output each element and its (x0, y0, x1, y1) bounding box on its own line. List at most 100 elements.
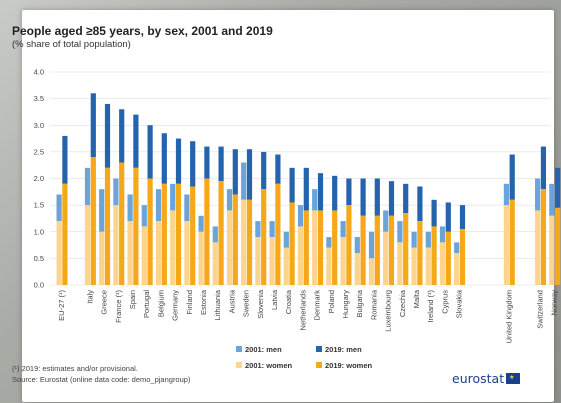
bar-2001-men (439, 226, 446, 243)
logo-text: eurostat (452, 371, 505, 386)
bar-2019-women (555, 207, 561, 285)
bar-2019-women (90, 157, 96, 285)
bar-2001-men (226, 189, 233, 211)
bar-2001-women (503, 205, 509, 285)
bar-2001-men (198, 215, 204, 232)
bar-2001-women (141, 226, 147, 285)
y-tick-label: 3.5 (34, 94, 44, 103)
x-category-label: Greece (100, 290, 109, 315)
x-category-label: Ireland (¹) (426, 290, 435, 323)
bar-2019-women (303, 210, 309, 285)
bar-2001-women (127, 221, 133, 285)
bar-2001-women (113, 205, 119, 285)
legend-label: 2019: men (325, 345, 362, 354)
bar-2019-women (232, 194, 238, 285)
bar-2001-men (141, 205, 147, 227)
x-category-label: Hungary (341, 290, 350, 319)
x-category-label: Switzerland (536, 290, 545, 329)
x-category-label: Spain (128, 290, 137, 309)
bar-2001-women (297, 226, 304, 285)
bar-2001-women (354, 253, 360, 285)
bar-2019-women (275, 183, 281, 285)
bar-2019-men (175, 138, 182, 184)
bar-2001-men (283, 231, 289, 248)
bar-2001-men (241, 162, 247, 200)
bar-2019-men (509, 154, 515, 200)
bar-2019-men (90, 93, 96, 158)
legend-label: 2001: women (245, 361, 293, 370)
bar-2019-men (403, 183, 409, 214)
y-tick-label: 1.0 (34, 227, 44, 236)
bar-2001-women (170, 210, 176, 285)
bar-2001-women (312, 210, 318, 285)
legend-swatch (316, 362, 322, 368)
bar-2001-men (383, 210, 389, 232)
eurostat-logo: eurostat ★ (452, 371, 521, 386)
bar-2001-women (212, 242, 218, 285)
bar-2019-women (509, 199, 515, 285)
bar-2019-women (417, 221, 423, 285)
bar-2019-men (232, 149, 238, 195)
x-category-label: Italy (85, 290, 94, 304)
bar-2001-women (411, 247, 417, 285)
eu-flag-icon: ★ (506, 373, 521, 384)
bar-2001-men (411, 231, 417, 248)
bar-2001-women (425, 247, 431, 285)
bar-2001-women (269, 237, 275, 285)
bar-2019-women (540, 189, 547, 285)
bar-2019-women (104, 167, 111, 285)
legend-swatch (236, 346, 242, 352)
y-tick-label: 3.0 (34, 121, 44, 130)
chart-title: People aged ≥85 years, by sex, 2001 and … (12, 24, 273, 38)
bar-2001-men (425, 231, 431, 248)
legend-label: 2019: women (325, 361, 373, 370)
bar-2019-men (147, 125, 153, 179)
bar-2019-women (388, 215, 395, 285)
bar-2001-men (397, 221, 403, 243)
bar-2001-men (503, 183, 509, 206)
bar-2019-men (360, 178, 366, 216)
bar-2019-men (261, 151, 267, 190)
bar-2001-men (170, 183, 176, 211)
bar-2019-women (332, 210, 338, 285)
x-category-label: Czechia (398, 289, 407, 317)
x-category-label: EU-27 (¹) (57, 290, 66, 321)
x-category-label: Malta (412, 289, 421, 308)
bar-2001-women (549, 215, 555, 285)
bar-2001-women (255, 237, 261, 285)
bar-2001-men (340, 221, 346, 238)
legend-label: 2001: men (245, 345, 282, 354)
x-category-label: Finland (185, 290, 194, 315)
bar-2001-men (454, 242, 460, 254)
bar-2019-men (133, 114, 139, 168)
bar-2001-women (326, 247, 332, 285)
bar-2019-women (246, 199, 253, 285)
bar-2019-men (218, 146, 224, 182)
bar-2019-men (204, 146, 210, 179)
chart-source: Source: Eurostat (online data code: demo… (12, 375, 191, 384)
bar-2019-men (62, 135, 68, 184)
x-category-label: Lithuania (213, 289, 222, 320)
bar-2019-women (204, 178, 210, 285)
bar-2001-women (368, 258, 375, 285)
bar-2001-women (184, 221, 190, 285)
bar-2019-women (459, 229, 466, 285)
bar-2001-women (454, 253, 460, 285)
bar-2001-women (340, 237, 346, 285)
chart-card (22, 10, 554, 402)
bar-2019-men (289, 167, 295, 203)
x-category-label: France (¹) (114, 290, 123, 323)
x-category-label: Netherlands (298, 290, 307, 331)
bar-2019-women (289, 202, 295, 285)
bar-2019-men (317, 173, 324, 211)
bar-2001-men (212, 226, 218, 243)
x-category-label: Austria (227, 289, 236, 313)
chart-subtitle: (% share of total population) (12, 39, 131, 50)
bar-2001-men (326, 237, 332, 248)
y-tick-label: 1.5 (34, 201, 44, 210)
x-category-label: United Kingdom (504, 290, 513, 343)
bar-2019-men (104, 103, 111, 168)
bar-2001-women (283, 247, 289, 285)
bar-2001-women (226, 210, 233, 285)
